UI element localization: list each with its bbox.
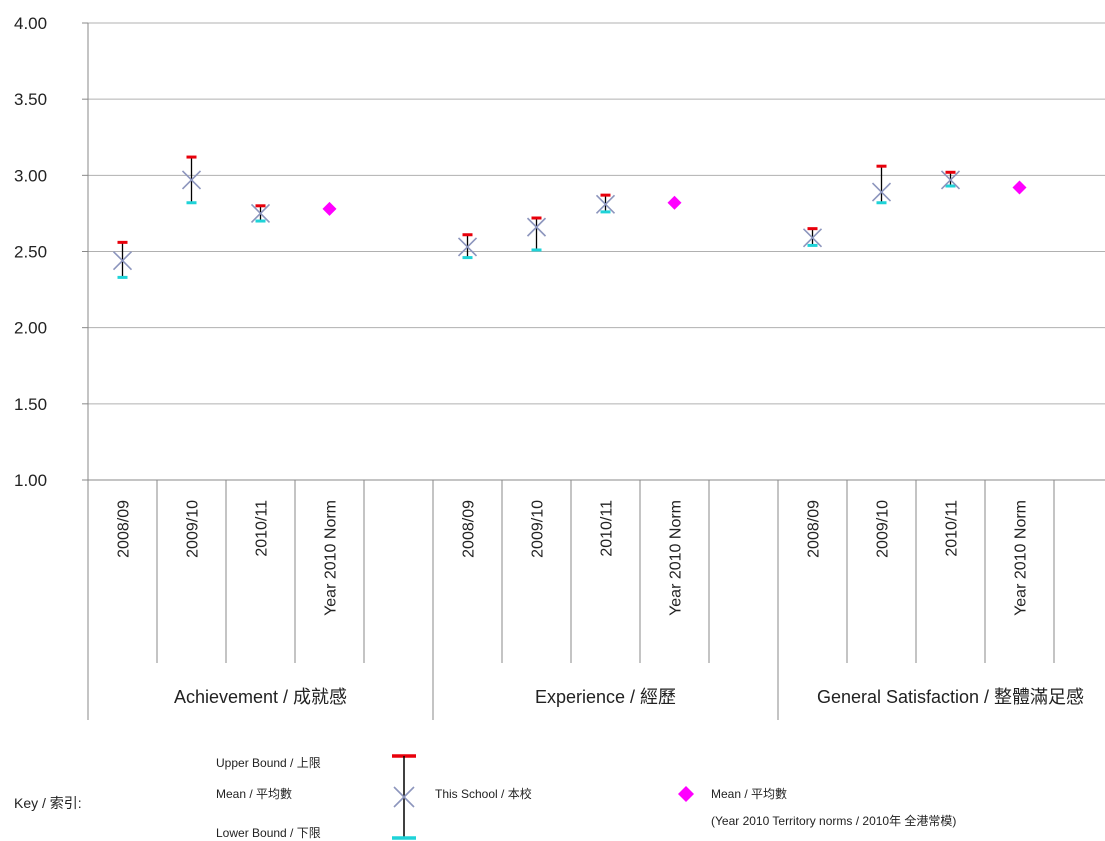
- x-category-label: 2009/10: [530, 500, 547, 558]
- y-tick-label: 3.00: [14, 166, 47, 185]
- x-category-label: 2010/11: [944, 500, 961, 557]
- x-category-label: Year 2010 Norm: [323, 500, 340, 616]
- x-category-label: 2010/11: [254, 500, 271, 557]
- x-category-label: Year 2010 Norm: [668, 500, 685, 616]
- norm-mean-marker: [323, 202, 337, 216]
- x-group-label: General Satisfaction / 整體滿足感: [817, 687, 1084, 707]
- legend-norm-marker: [678, 786, 694, 802]
- legend: Key / 索引: Upper Bound / 上限 Mean / 平均數 Lo…: [14, 756, 956, 840]
- y-tick-label: 2.50: [14, 243, 47, 262]
- x-category-label: 2010/11: [599, 500, 616, 557]
- y-tick-labels: 1.00 1.50 2.00 2.50 3.00 3.50 4.00: [14, 14, 47, 490]
- y-tick-label: 4.00: [14, 14, 47, 33]
- legend-norm-label: Mean / 平均數: [711, 787, 787, 801]
- x-category-label: 2008/09: [461, 500, 478, 558]
- legend-mean-label: Mean / 平均數: [216, 787, 292, 801]
- x-group-label: Achievement / 成就感: [174, 687, 347, 707]
- legend-school-label: This School / 本校: [435, 786, 532, 801]
- x-category-label: Year 2010 Norm: [1013, 500, 1030, 616]
- x-category-labels: 2008/09 2009/10 2010/11 Year 2010 Norm 2008/…: [116, 500, 1030, 616]
- axes: [82, 23, 1105, 720]
- x-group-labels: Achievement / 成就感 Experience / 經歷 General …: [174, 687, 1084, 707]
- norm-mean-marker: [1013, 181, 1027, 195]
- legend-lower-label: Lower Bound / 下限: [216, 826, 321, 840]
- y-tick-label: 1.00: [14, 471, 47, 490]
- y-tick-label: 3.50: [14, 90, 47, 109]
- x-category-label: 2008/09: [116, 500, 133, 558]
- x-category-label: 2008/09: [806, 500, 823, 558]
- legend-upper-label: Upper Bound / 上限: [216, 756, 321, 770]
- legend-title: Key / 索引:: [14, 795, 82, 811]
- x-category-label: 2009/10: [875, 500, 892, 558]
- x-category-label: 2009/10: [185, 500, 202, 558]
- y-tick-label: 1.50: [14, 395, 47, 414]
- x-group-label: Experience / 經歷: [535, 687, 676, 707]
- norm-mean-marker: [668, 196, 682, 210]
- grid-lines: [88, 23, 1105, 404]
- y-tick-label: 2.00: [14, 319, 47, 338]
- legend-norm-note: (Year 2010 Territory norms / 2010年 全港常模): [711, 813, 956, 828]
